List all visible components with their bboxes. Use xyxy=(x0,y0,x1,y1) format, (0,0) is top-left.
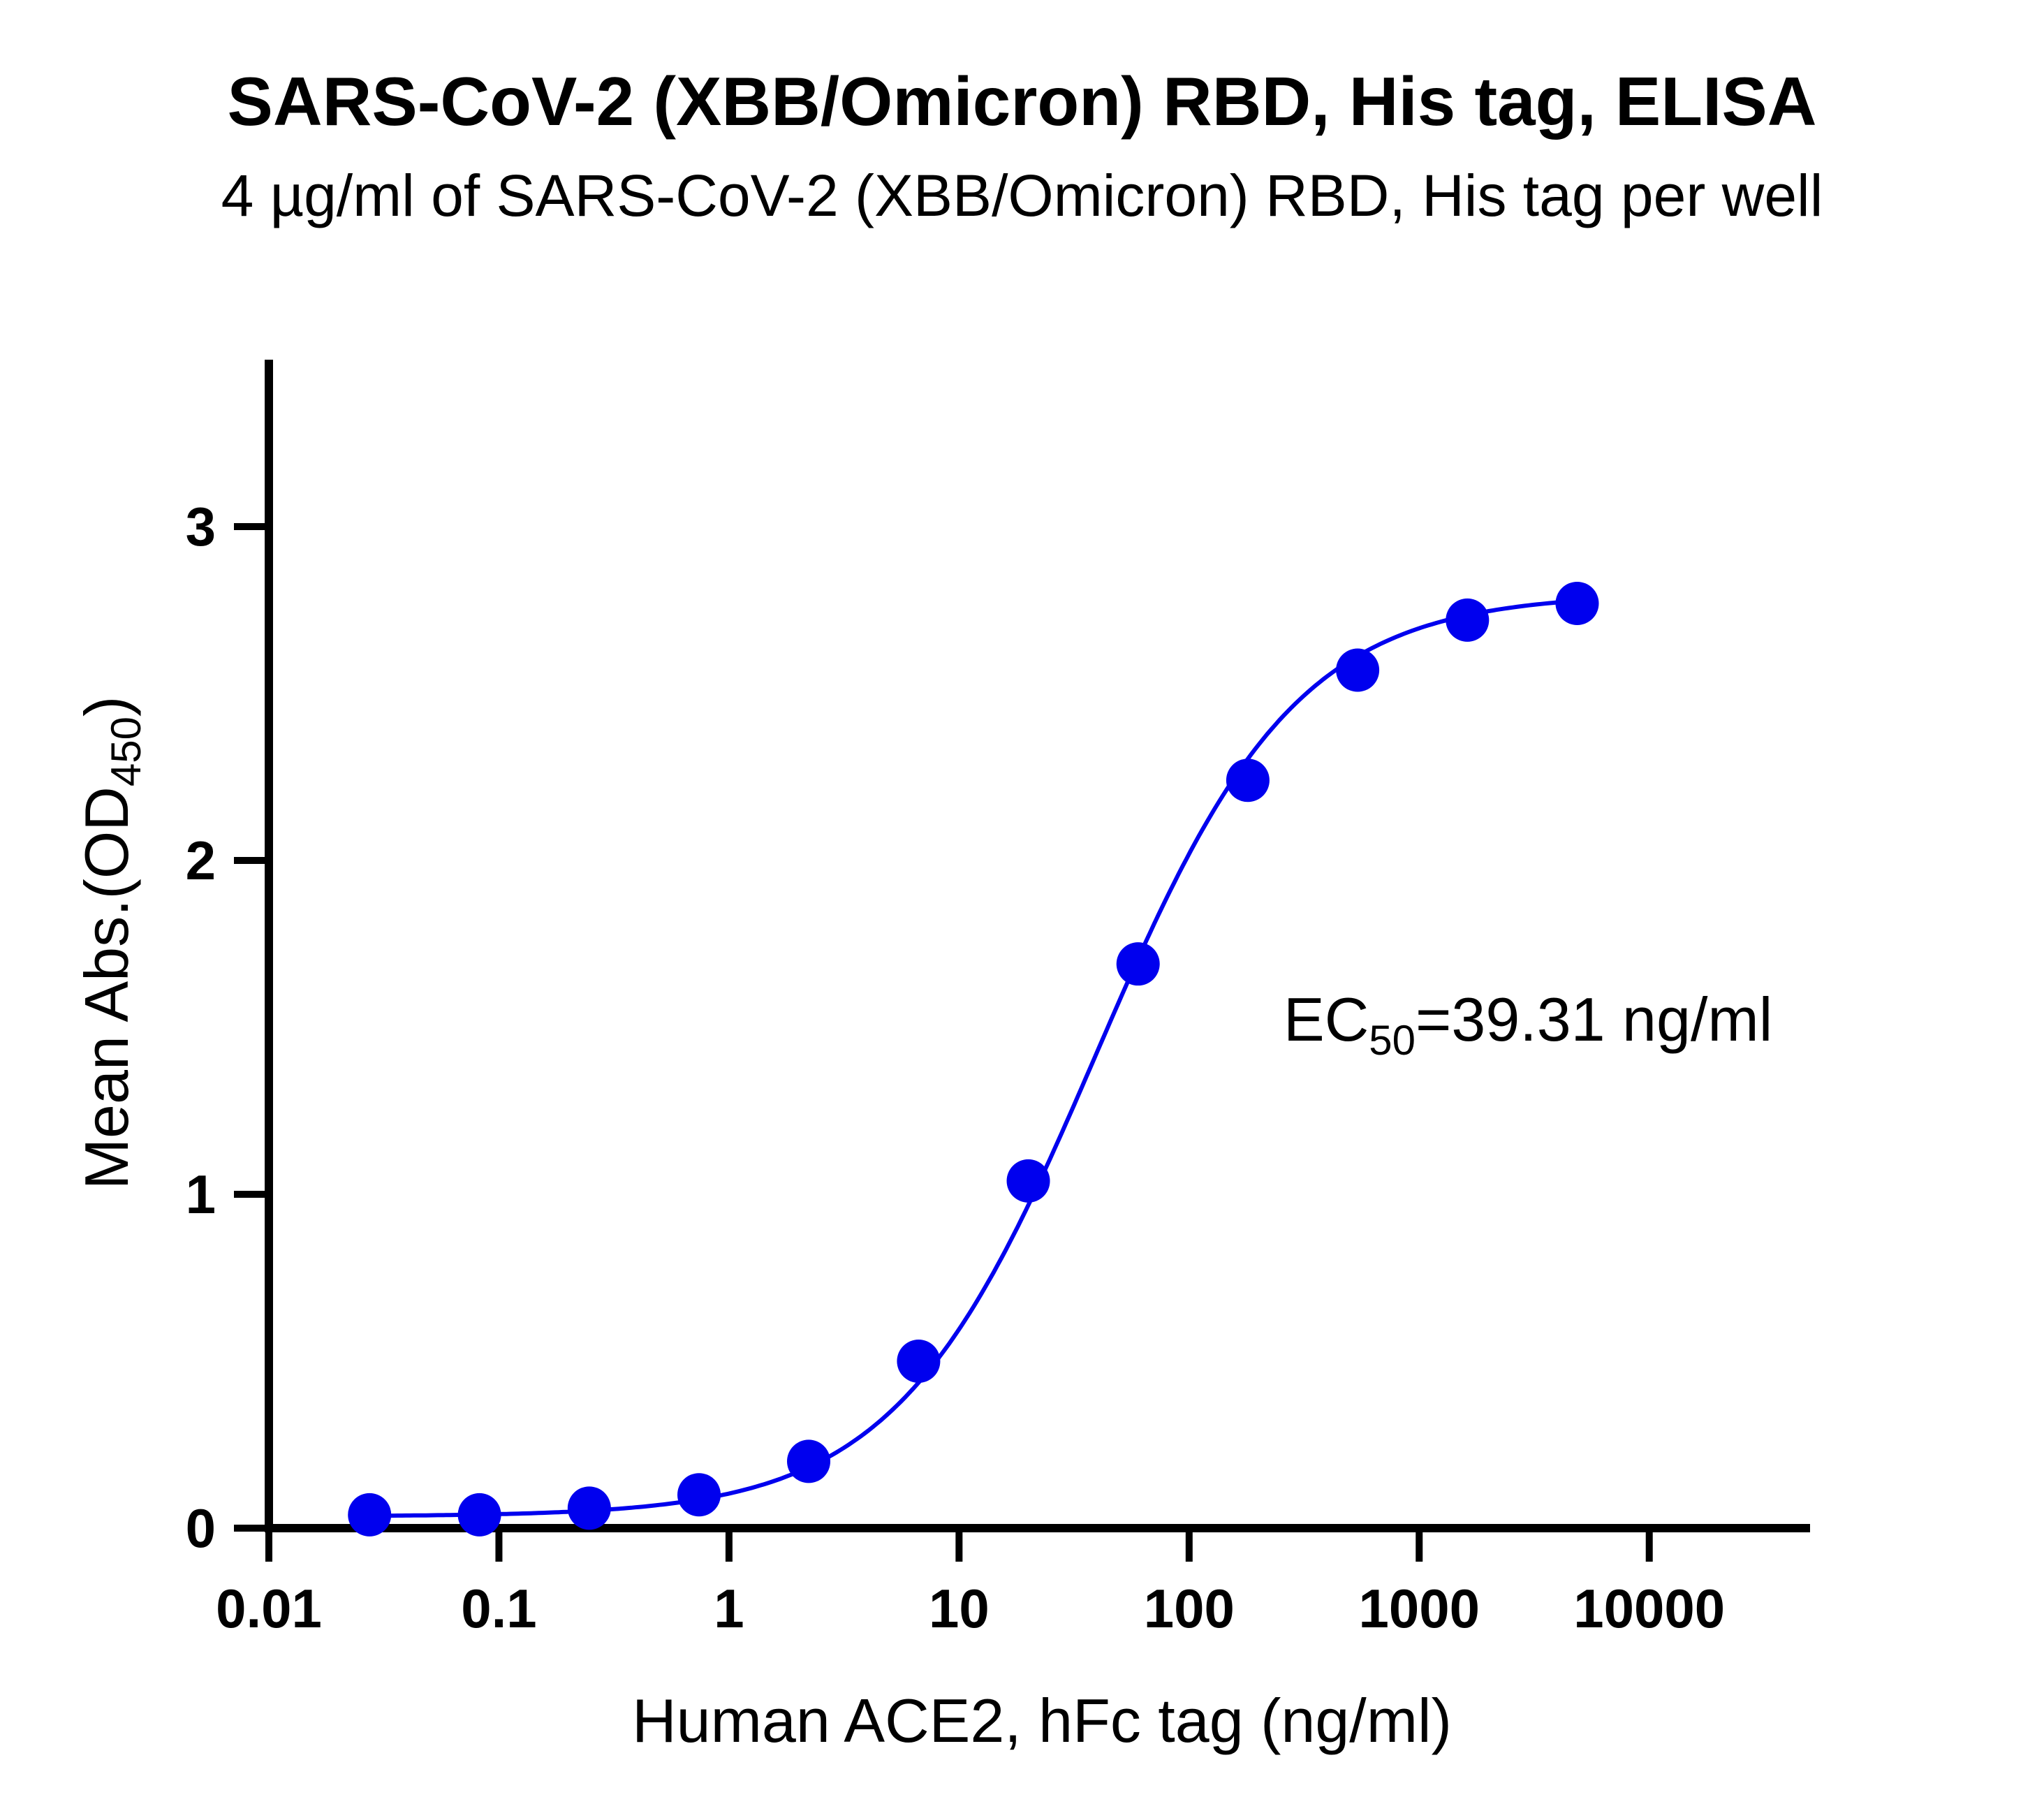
x-tick-label: 1 xyxy=(714,1578,744,1639)
y-axis-title-prefix: Mean Abs.(OD xyxy=(72,786,141,1189)
x-ticks: 0.01 0.1 1 10 100 1000 10000 xyxy=(216,1528,1725,1639)
y-tick-label: 2 xyxy=(186,830,216,891)
data-point xyxy=(677,1473,721,1517)
x-tick-label: 10000 xyxy=(1573,1578,1725,1639)
data-point xyxy=(1006,1159,1050,1203)
data-point xyxy=(1446,598,1490,642)
x-tick-label: 100 xyxy=(1144,1578,1235,1639)
data-point xyxy=(1226,758,1270,802)
data-point xyxy=(348,1493,392,1537)
data-point xyxy=(787,1439,831,1483)
y-tick-label: 1 xyxy=(186,1164,216,1225)
x-tick-label: 10 xyxy=(929,1578,990,1639)
data-point xyxy=(567,1486,611,1530)
ec50-prefix: EC xyxy=(1284,985,1369,1054)
data-point xyxy=(1116,942,1160,986)
ec50-suffix: =39.31 ng/ml xyxy=(1416,985,1772,1054)
data-point xyxy=(1555,581,1599,625)
chart-subtitle: 4 µg/ml of SARS-CoV-2 (XBB/Omicron) RBD,… xyxy=(221,163,1823,228)
x-axis-title: Human ACE2, hFc tag (ng/ml) xyxy=(632,1686,1452,1755)
data-points xyxy=(348,581,1599,1537)
ec50-annotation: EC50=39.31 ng/ml xyxy=(1284,985,1772,1064)
y-axis-title: Mean Abs.(OD450) xyxy=(72,696,149,1190)
data-point xyxy=(457,1493,501,1537)
y-axis-title-suffix: ) xyxy=(72,696,141,717)
x-tick-label: 0.01 xyxy=(216,1578,322,1639)
chart-title: SARS-CoV-2 (XBB/Omicron) RBD, His tag, E… xyxy=(227,63,1817,140)
y-tick-label: 0 xyxy=(186,1497,216,1559)
data-point xyxy=(1336,648,1380,692)
x-tick-label: 1000 xyxy=(1359,1578,1480,1639)
y-tick-label: 3 xyxy=(186,496,216,557)
x-tick-label: 0.1 xyxy=(461,1578,536,1639)
data-point xyxy=(897,1340,941,1383)
y-ticks: 0 1 2 3 xyxy=(186,496,269,1559)
axes xyxy=(265,360,1810,1532)
y-axis-title-sub: 450 xyxy=(103,717,149,786)
ec50-sub: 50 xyxy=(1369,1017,1416,1064)
